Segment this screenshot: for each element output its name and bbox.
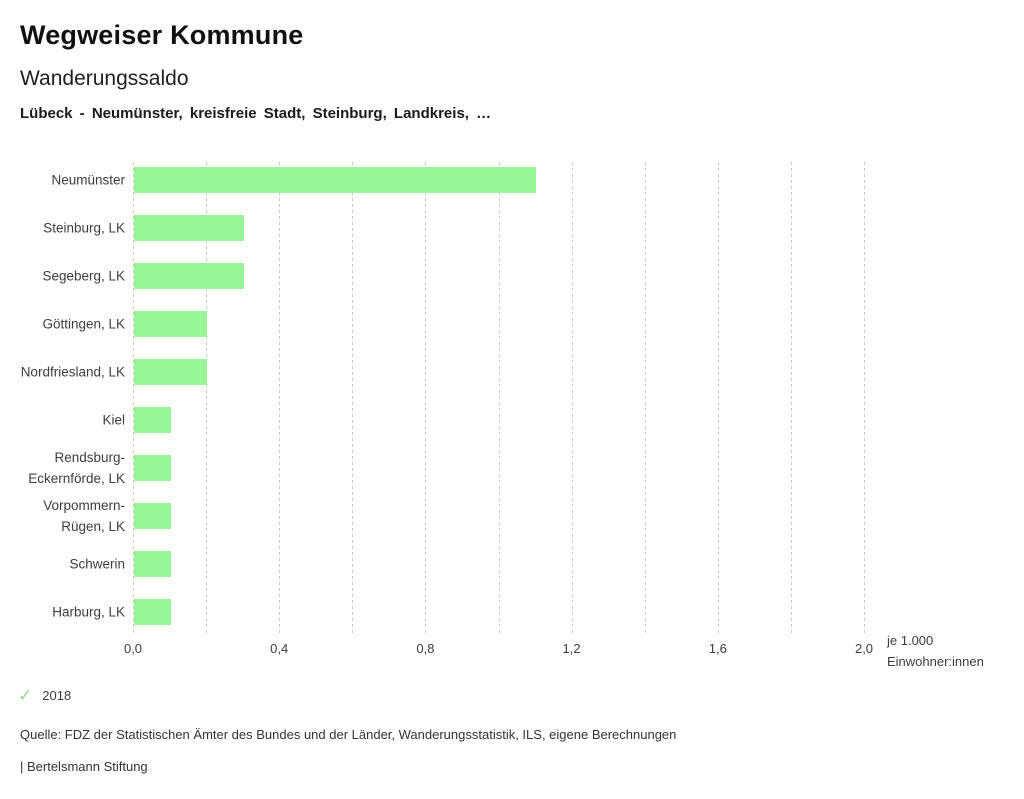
gridline xyxy=(644,162,646,635)
bar[interactable] xyxy=(134,263,244,289)
bar[interactable] xyxy=(134,311,208,337)
bar[interactable] xyxy=(134,551,171,577)
axis-unit-line2: Einwohner:innen xyxy=(887,654,984,669)
x-tick-label: 1,2 xyxy=(562,641,581,656)
gridline xyxy=(571,162,573,635)
bar-chart: Neumünster Steinburg, LK Segeberg, LK Götti… xyxy=(20,162,984,672)
gridline xyxy=(717,162,719,635)
source-text: Quelle: FDZ der Statistischen Ämter des … xyxy=(20,727,677,742)
bar[interactable] xyxy=(134,503,171,529)
category-label: Kiel xyxy=(102,412,125,428)
check-icon: ✓ xyxy=(18,686,33,705)
x-tick-label: 0,0 xyxy=(123,641,143,656)
gridline xyxy=(206,162,208,635)
app-title: Wegweiser Kommune xyxy=(20,20,304,50)
chart-title: Wanderungssaldo xyxy=(20,67,189,90)
gridline xyxy=(425,162,427,635)
x-tick-label: 2,0 xyxy=(854,641,874,656)
axis-unit-line1: je 1.000 xyxy=(887,633,934,648)
plot-area xyxy=(133,162,865,635)
x-tick-label: 0,4 xyxy=(270,641,289,656)
gridline xyxy=(790,162,792,635)
category-label: Schwerin xyxy=(69,556,125,572)
category-label: Vorpommern-Rügen, LK xyxy=(43,498,125,534)
chart-subtitle: Lübeck - Neumünster, kreisfreie Stadt, S… xyxy=(20,105,492,122)
gridline xyxy=(133,162,134,635)
x-tick-label: 1,6 xyxy=(708,641,727,656)
category-label: Segeberg, LK xyxy=(42,268,125,284)
bar[interactable] xyxy=(134,599,171,625)
category-label: Nordfriesland, LK xyxy=(20,364,125,380)
legend-year-label: 2018 xyxy=(42,688,72,703)
axis-unit-label: je 1.000 Einwohner:innen xyxy=(887,630,984,672)
gridline xyxy=(864,162,865,635)
bar[interactable] xyxy=(134,359,208,385)
bar[interactable] xyxy=(134,455,171,481)
category-axis: Neumünster Steinburg, LK Segeberg, LK Götti… xyxy=(20,162,125,635)
category-label: Steinburg, LK xyxy=(43,220,125,236)
category-label: Harburg, LK xyxy=(52,604,125,620)
bar[interactable] xyxy=(134,407,171,433)
gridline xyxy=(498,162,500,635)
bar[interactable] xyxy=(134,215,244,241)
attribution-text: | Bertelsmann Stiftung xyxy=(20,759,148,774)
bar[interactable] xyxy=(134,167,537,193)
gridline xyxy=(352,162,354,635)
gridline xyxy=(279,162,281,635)
category-label: Neumünster xyxy=(51,172,125,188)
x-tick-label: 0,8 xyxy=(416,641,435,656)
legend-item-2018[interactable]: ✓ 2018 xyxy=(18,687,71,704)
category-label: Rendsburg-Eckernförde, LK xyxy=(28,450,125,486)
category-label: Göttingen, LK xyxy=(42,316,125,332)
